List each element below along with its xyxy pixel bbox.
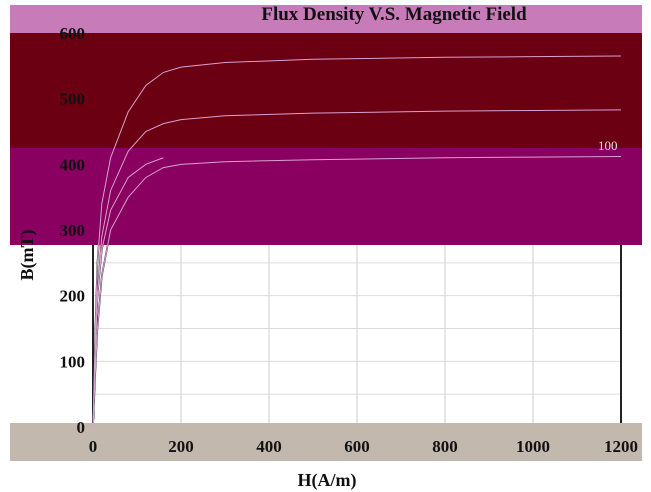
x-tick-label: 800 (432, 437, 458, 456)
overlay-curves (92, 55, 622, 428)
curve-label-100: 100 (598, 138, 618, 153)
y-tick-label: 0 (77, 418, 86, 437)
y-tick-label: 200 (60, 287, 86, 306)
overlay-band-top (10, 5, 642, 35)
overlay-band-dark (10, 33, 642, 148)
y-tick-label: 500 (60, 90, 86, 109)
series-line-overlay-3 (92, 157, 164, 428)
x-axis-label: H(A/m) (298, 470, 357, 491)
y-tick-label: 100 (60, 352, 86, 371)
x-tick-label: 1200 (604, 437, 638, 456)
x-tick-label: 1000 (516, 437, 550, 456)
x-tick-label: 200 (168, 437, 194, 456)
overlay-band-bottom (10, 423, 642, 461)
x-tick-label: 0 (89, 437, 98, 456)
chart-title: Flux Density V.S. Magnetic Field (261, 4, 527, 25)
x-tick-label: 600 (344, 437, 370, 456)
y-tick-label: 300 (60, 221, 86, 240)
y-tick-label: 600 (60, 24, 86, 43)
x-tick-label: 400 (256, 437, 282, 456)
x-tick-labels: 0 200 400 600 800 1000 1200 (89, 437, 638, 456)
series-line-overlay-0 (92, 155, 622, 428)
series-line-overlay-2 (92, 55, 622, 428)
y-tick-label: 400 (60, 155, 86, 174)
y-axis-label: B(mT) (17, 230, 38, 281)
y-tick-labels: 0 100 200 300 400 500 600 (60, 24, 86, 437)
